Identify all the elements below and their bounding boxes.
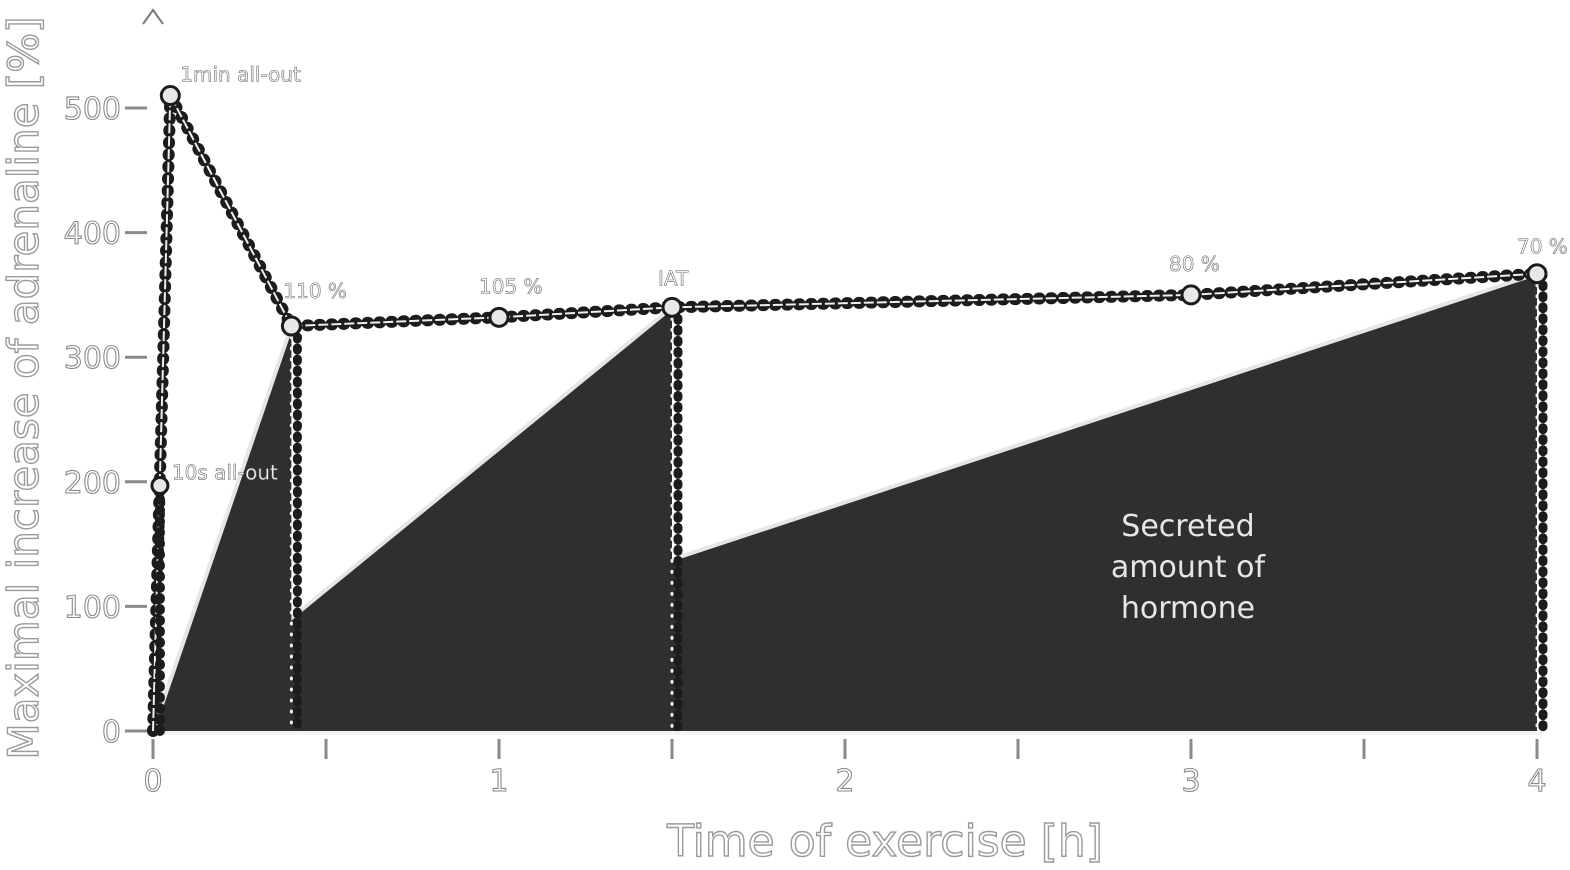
x-tick-label: 3 [1181,764,1200,799]
annotation-line: hormone [1121,591,1255,626]
peak-point [159,85,181,107]
peak-point [488,306,510,328]
x-tick-label: 0 [143,764,162,799]
peak-point [280,315,302,337]
sprint-point [150,476,170,496]
y-axis-arrow [142,8,164,25]
peak-point-label: IAT [658,266,689,290]
y-axis-title: Maximal increase of adrenaline [%] [0,16,48,759]
y-tick-label: 100 [64,590,121,625]
y-tick-label: 200 [64,466,121,501]
peak-point-label: 80 % [1169,252,1220,276]
y-tick-label: 400 [64,217,121,252]
y-tick-label: 300 [64,341,121,376]
annotation-line: amount of [1111,550,1267,585]
peak-point [1526,263,1548,285]
peak-point-label: 105 % [479,274,543,298]
peak-point-label: 70 % [1517,235,1568,259]
x-axis-title: Time of exercise [h] [666,816,1103,867]
y-tick-label: 0 [102,715,121,750]
peak-point-label: 1min all-out [180,63,301,87]
peak-point [1180,284,1202,306]
x-tick-label: 4 [1527,764,1546,799]
x-tick-label: 1 [489,764,508,799]
y-tick-label: 500 [64,92,121,127]
sprint-point-label: 10s all-out [172,461,278,485]
peak-point [661,296,683,318]
peak-point-label: 110 % [283,279,347,303]
annotation-line: Secreted [1121,509,1254,544]
area-hypotenuse [151,325,294,732]
x-tick-label: 2 [835,764,854,799]
secreted-amount-label: Secreted amount of hormone [1111,509,1267,626]
